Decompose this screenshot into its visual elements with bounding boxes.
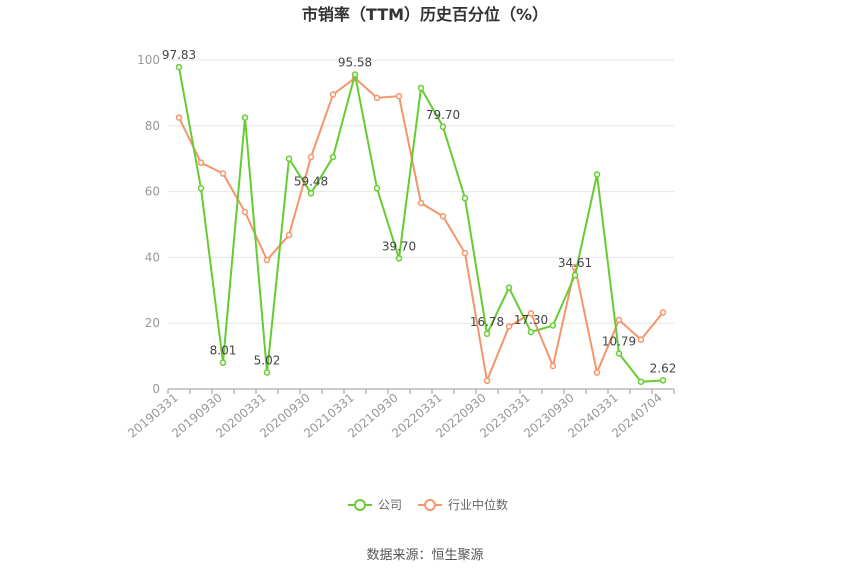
data-point[interactable] [439, 123, 447, 131]
data-point[interactable] [571, 271, 579, 279]
data-point[interactable] [417, 199, 425, 207]
data-point[interactable] [615, 350, 623, 357]
legend-marker [424, 499, 436, 511]
data-point[interactable] [461, 249, 469, 257]
series-line-1 [178, 77, 664, 382]
data-point[interactable] [351, 71, 359, 78]
data-point[interactable] [593, 369, 601, 376]
data-labels: 97.83 8.01 5.02 59.48 95.58 39.70 79.70 16.78 17… [162, 48, 677, 375]
data-label: 79.70 [426, 108, 460, 122]
data-point[interactable] [395, 255, 403, 262]
legend[interactable]: 公司 行业中位数 [348, 497, 508, 512]
data-label: 10.79 [602, 335, 636, 349]
data-point[interactable] [307, 153, 315, 161]
legend-item-0[interactable]: 公司 [348, 498, 402, 512]
data-point[interactable] [263, 256, 271, 264]
data-point[interactable] [483, 377, 491, 385]
data-label: 2.62 [650, 361, 677, 375]
data-point[interactable] [637, 378, 645, 386]
data-point[interactable] [549, 322, 557, 329]
data-point[interactable] [329, 91, 337, 98]
data-point[interactable] [285, 231, 293, 239]
data-label: 34.61 [558, 256, 592, 270]
x-axis: 2019033120190930202003312020093020210331… [125, 388, 675, 441]
data-point[interactable] [505, 323, 513, 330]
data-point[interactable] [263, 369, 271, 376]
data-point[interactable] [175, 114, 183, 121]
data-point[interactable] [175, 63, 183, 71]
data-point[interactable] [417, 84, 425, 92]
data-label: 8.01 [210, 344, 237, 358]
data-point[interactable] [285, 155, 293, 162]
data-point[interactable] [373, 94, 381, 102]
data-point[interactable] [197, 185, 205, 192]
data-label: 5.02 [254, 353, 281, 367]
data-point[interactable] [527, 310, 535, 317]
data-label: 17.30 [514, 313, 548, 327]
data-point[interactable] [197, 159, 205, 166]
y-tick-label: 20 [145, 316, 160, 330]
y-tick-label: 60 [145, 185, 160, 199]
legend-marker [354, 499, 366, 511]
y-tick-label: 40 [145, 250, 160, 264]
data-label: 59.48 [294, 174, 328, 188]
data-point[interactable] [219, 359, 227, 366]
y-axis: 0 20 40 60 80 100 [137, 53, 160, 396]
data-point[interactable] [483, 330, 491, 338]
legend-label: 公司 [378, 498, 402, 512]
chart-title: 市销率（TTM）历史百分位（%） [302, 5, 548, 24]
data-point[interactable] [659, 309, 667, 316]
data-point[interactable] [439, 213, 447, 220]
data-point[interactable] [461, 194, 469, 202]
data-point[interactable] [505, 284, 513, 291]
data-label: 16.78 [470, 315, 504, 329]
data-point[interactable] [307, 190, 315, 197]
data-point[interactable] [659, 377, 667, 384]
data-point[interactable] [329, 153, 337, 161]
data-point[interactable] [395, 92, 403, 100]
source-text: 数据来源：恒生聚源 [366, 548, 483, 563]
data-point[interactable] [219, 170, 227, 177]
data-label: 39.70 [382, 239, 416, 253]
data-point[interactable] [549, 362, 557, 370]
legend-item-1[interactable]: 行业中位数 [418, 497, 508, 512]
y-tick-label: 0 [152, 382, 160, 396]
data-label: 95.58 [338, 56, 372, 70]
data-label: 97.83 [162, 48, 196, 62]
y-tick-label: 100 [137, 53, 160, 67]
y-tick-label: 80 [145, 119, 160, 133]
data-point[interactable] [637, 336, 645, 343]
series-lines [175, 63, 667, 386]
data-point[interactable] [241, 114, 249, 121]
legend-label: 行业中位数 [448, 497, 508, 512]
data-point[interactable] [593, 171, 601, 178]
data-point[interactable] [615, 316, 623, 324]
data-point[interactable] [241, 208, 249, 216]
data-point[interactable] [373, 185, 381, 192]
data-point[interactable] [527, 328, 535, 336]
